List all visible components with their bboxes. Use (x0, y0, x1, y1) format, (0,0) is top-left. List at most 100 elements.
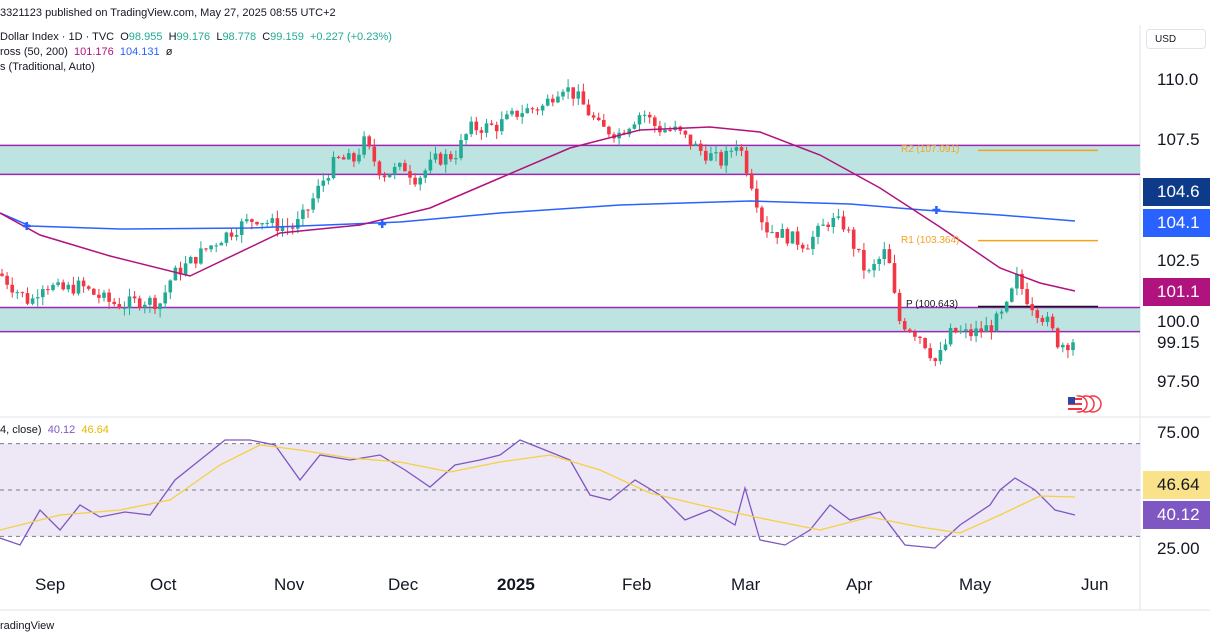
candle-body (749, 173, 754, 189)
candle-body (1010, 288, 1014, 302)
time-label-oct: Oct (150, 575, 177, 594)
candle-body (882, 249, 887, 259)
candle-body (0, 273, 4, 276)
candle-body (1061, 344, 1065, 348)
rsi-legend-label: 4, close) (0, 424, 42, 436)
candle-body (999, 311, 1004, 314)
candle-body (714, 152, 718, 154)
candle-body (290, 227, 295, 229)
price-badge-ma200: 104.1 (1143, 209, 1210, 237)
candle-body (974, 328, 978, 337)
pivot-legend[interactable]: s (Traditional, Auto) (0, 61, 95, 73)
candle-body (841, 216, 846, 230)
candle-body (1066, 344, 1070, 351)
candle-body (897, 292, 902, 322)
candle-body (336, 156, 341, 158)
candle-body (790, 231, 795, 244)
candle-body (989, 325, 994, 332)
candle-body (551, 98, 555, 103)
candle-body (199, 248, 203, 264)
change-value: +0.227 (+0.23%) (309, 31, 392, 43)
candle-body (25, 293, 30, 304)
rsi-line (0, 439, 1076, 549)
candle-body (352, 153, 356, 162)
low-value: 98.778 (222, 31, 257, 43)
candle-body (948, 327, 953, 345)
candle-body (5, 275, 9, 285)
symbol-legend[interactable]: Dollar Index · 1D · TVC O98.955 H99.176 … (0, 31, 392, 43)
candle-body (1040, 317, 1045, 322)
candle-body (81, 280, 86, 287)
candle-body (709, 153, 713, 161)
candle-body (984, 325, 989, 332)
candle-body (872, 264, 876, 271)
candle-body (408, 171, 412, 178)
candle-body (20, 292, 25, 294)
candle-body (576, 91, 581, 99)
candle-body (326, 178, 331, 181)
low-label: L (216, 31, 223, 43)
candle-body (61, 282, 65, 290)
candle-body (183, 263, 188, 275)
candle-body (143, 304, 147, 308)
candle-body (260, 223, 264, 225)
candle-body (515, 110, 519, 117)
candle-body (683, 130, 688, 135)
candle-body (780, 229, 785, 238)
candle-body (943, 344, 948, 350)
candle-body (902, 321, 907, 330)
candle-body (607, 126, 611, 135)
rsi-legend[interactable]: 4, close) 40.12 46.64 (0, 424, 109, 436)
candle-body (540, 105, 545, 111)
candle-body (821, 224, 825, 226)
candle-body (301, 209, 305, 220)
candle-body (372, 146, 377, 162)
candle-body (204, 248, 208, 250)
candle-body (178, 267, 183, 275)
us-flag-icon[interactable] (1066, 395, 1102, 413)
time-label-sep: Sep (35, 575, 66, 594)
candle-body (454, 158, 458, 160)
ma-cross-marker (22, 222, 31, 230)
candle-body (117, 304, 122, 309)
candle-body (520, 113, 524, 117)
ma200-value: 104.131 (119, 46, 160, 58)
candle-body (688, 134, 693, 146)
candle-body (15, 292, 20, 294)
symbol-name: Dollar Index · 1D · TVC (0, 31, 115, 43)
candle-body (826, 224, 830, 227)
candle-body (112, 301, 116, 305)
candle-body (122, 307, 127, 309)
candle-body (1004, 301, 1009, 312)
support-resistance-zone-0 (0, 145, 1140, 175)
price-badge-ma200-marker: 104.6 (1143, 178, 1210, 206)
candle-body (459, 140, 463, 159)
candle-body (545, 98, 550, 106)
candle-body (443, 154, 448, 165)
candle-body (770, 232, 774, 234)
candle-body (602, 120, 606, 127)
candle-body (229, 232, 234, 237)
candle-body (632, 124, 637, 129)
rsi-tick-75: 75.00 (1157, 423, 1200, 442)
currency-selector[interactable]: USD (1146, 29, 1206, 49)
candle-body (724, 150, 728, 166)
candle-body (102, 292, 106, 298)
time-label-jun: Jun (1081, 575, 1109, 594)
candle-body (1045, 316, 1050, 322)
ma-legend[interactable]: ross (50, 200) 101.176 104.131 ø (0, 46, 173, 58)
candle-body (923, 338, 927, 349)
time-label-dec: Dec (388, 575, 419, 594)
candle-body (311, 198, 315, 210)
ma-legend-label: ross (50, 200) (0, 46, 68, 58)
candle-body (739, 147, 744, 151)
candle-body (571, 87, 575, 99)
candle-body (474, 121, 479, 131)
candle-body (433, 153, 438, 160)
candle-body (92, 288, 96, 295)
candle-body (296, 219, 300, 229)
price-tick-97-5: 97.50 (1157, 372, 1200, 391)
candle-body (744, 150, 749, 174)
candle-body (214, 245, 218, 247)
